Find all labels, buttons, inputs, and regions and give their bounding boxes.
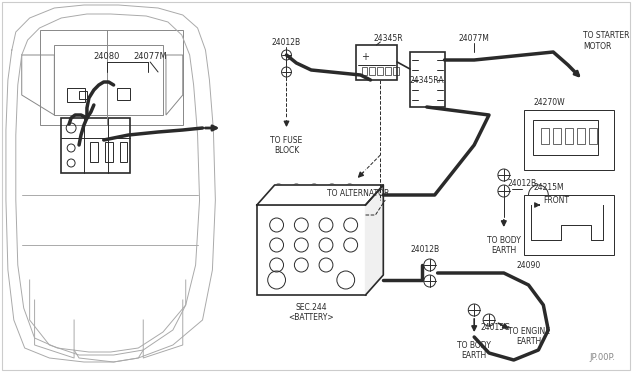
Bar [410, 52, 445, 107]
Bar [534, 120, 598, 155]
Text: +: + [362, 52, 369, 62]
Text: 24012B: 24012B [410, 244, 439, 253]
Bar [67, 88, 85, 102]
Bar [524, 110, 614, 170]
Bar [54, 45, 163, 115]
Text: 24015G: 24015G [481, 324, 511, 333]
Text: TO FUSE: TO FUSE [270, 135, 303, 144]
Bar [90, 142, 98, 162]
Bar [385, 67, 391, 75]
Text: 24077M: 24077M [133, 51, 167, 61]
Text: 24012B: 24012B [272, 38, 301, 46]
Text: 24215M: 24215M [534, 183, 564, 192]
Text: 24080: 24080 [93, 51, 120, 61]
Bar [40, 30, 183, 125]
Text: 24345RA: 24345RA [410, 76, 444, 84]
Bar [116, 88, 131, 100]
Bar [378, 67, 383, 75]
Bar [61, 118, 131, 173]
Bar [356, 45, 397, 80]
Text: EARTH: EARTH [491, 246, 516, 254]
Bar [105, 142, 113, 162]
Text: BLOCK: BLOCK [274, 145, 299, 154]
Text: TO BODY: TO BODY [487, 235, 521, 244]
Bar [589, 128, 596, 144]
Bar [257, 205, 365, 295]
Bar [541, 128, 549, 144]
Polygon shape [365, 185, 383, 295]
Text: <BATTERY>: <BATTERY> [289, 312, 334, 321]
Text: SEC.244: SEC.244 [296, 302, 327, 311]
Text: TO BODY: TO BODY [457, 340, 491, 350]
Polygon shape [257, 185, 383, 205]
Bar [393, 67, 399, 75]
Text: 24345R: 24345R [373, 33, 403, 42]
Text: EARTH: EARTH [461, 350, 487, 359]
Text: 24077M: 24077M [459, 33, 490, 42]
Text: 24270W: 24270W [534, 97, 565, 106]
Text: TO ENGINE: TO ENGINE [508, 327, 550, 337]
Text: TO ALTERNATOR: TO ALTERNATOR [328, 189, 390, 198]
Bar [565, 128, 573, 144]
Bar [524, 195, 614, 255]
Bar [577, 128, 585, 144]
Bar [553, 128, 561, 144]
Text: 24012B: 24012B [507, 179, 536, 187]
Text: TO STARTER: TO STARTER [583, 31, 629, 39]
Text: MOTOR: MOTOR [583, 42, 611, 51]
Bar [369, 67, 376, 75]
Text: JP.00P.: JP.00P. [589, 353, 616, 362]
Bar [362, 67, 367, 75]
Text: EARTH: EARTH [516, 337, 541, 346]
Text: 24090: 24090 [516, 260, 541, 269]
Text: FRONT: FRONT [543, 196, 569, 205]
Bar [120, 142, 127, 162]
Bar [79, 91, 87, 99]
